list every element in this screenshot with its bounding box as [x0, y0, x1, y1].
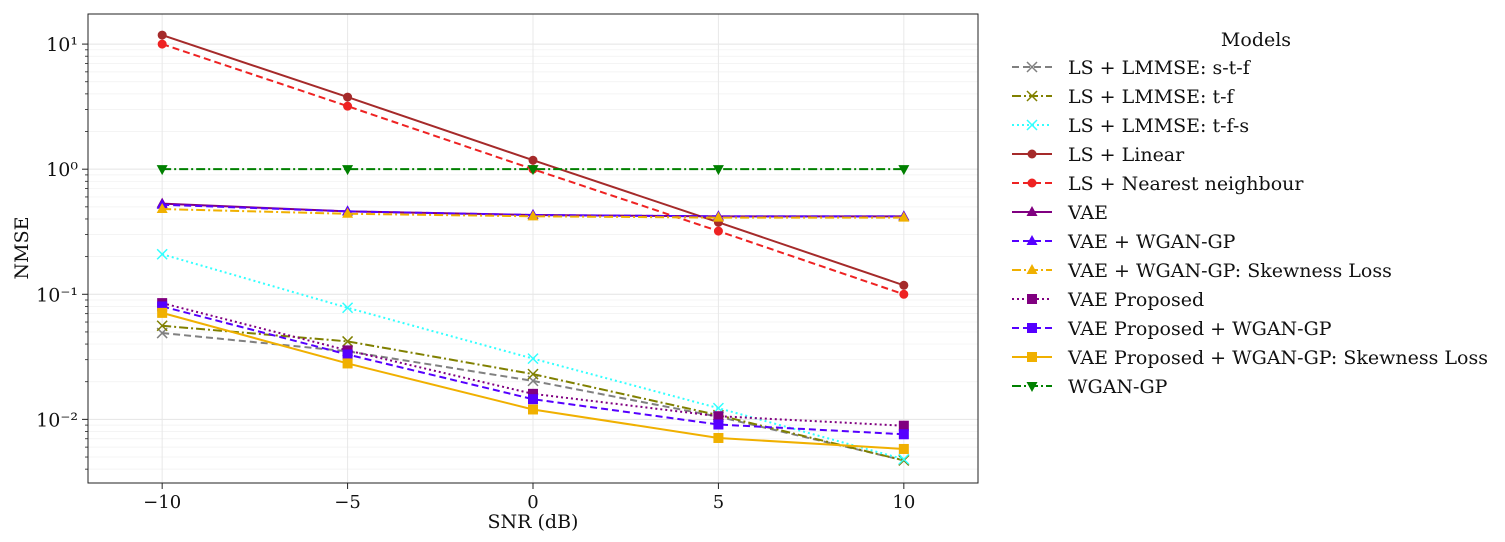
legend-item: VAE Proposed [1012, 289, 1204, 311]
triangle-up-marker [1026, 235, 1038, 245]
legend-label: VAE Proposed + WGAN-GP [1067, 318, 1332, 340]
legend-label: LS + Nearest neighbour [1068, 173, 1304, 195]
series-vae-wgan-gp-skewness-loss [156, 203, 910, 222]
legend-title: Models [1221, 29, 1291, 51]
series-line [162, 203, 904, 218]
square-marker [528, 388, 538, 399]
square-marker [342, 358, 353, 369]
y-tick-label: 10⁰ [46, 159, 78, 181]
x-marker [156, 320, 168, 332]
circle-marker [713, 226, 723, 236]
x-axis: −10 −5 0 5 10 [143, 483, 915, 513]
circle-marker [899, 280, 909, 290]
legend-item: LS + Linear [1012, 144, 1185, 166]
triangle-up-marker [898, 211, 910, 222]
y-tick-label: 10¹ [46, 34, 78, 56]
circle-marker [1027, 149, 1037, 159]
x-tick-label: 5 [713, 492, 724, 513]
circle-marker [157, 30, 167, 40]
x-tick-label: −10 [143, 492, 181, 513]
square-marker [528, 394, 538, 405]
square-marker [157, 307, 168, 318]
legend-item: LS + Nearest neighbour [1012, 173, 1304, 195]
triangle-up-marker [1026, 206, 1038, 216]
y-tick-label: 10⁻¹ [36, 284, 78, 306]
legend-label: VAE Proposed [1067, 289, 1204, 311]
x-tick-label: −5 [334, 492, 361, 513]
legend-item: WGAN-GP [1012, 376, 1168, 398]
x-axis-label: SNR (dB) [488, 511, 579, 533]
legend-label: LS + Linear [1068, 144, 1185, 166]
x-marker [342, 335, 354, 347]
series-wgan-gp [156, 165, 910, 176]
square-marker [528, 404, 538, 415]
circle-marker [343, 92, 353, 102]
triangle-down-marker [342, 165, 354, 176]
legend-item: LS + LMMSE: s-t-f [1012, 57, 1252, 79]
x-marker [527, 353, 539, 365]
triangle-up-marker [342, 207, 354, 218]
square-marker [1027, 352, 1037, 362]
circle-marker [157, 39, 167, 49]
square-marker [1027, 323, 1037, 333]
triangle-up-marker [712, 211, 724, 222]
legend-label: VAE Proposed + WGAN-GP: Skewness Loss [1067, 347, 1488, 369]
triangle-down-marker [712, 165, 724, 176]
square-marker [342, 349, 353, 360]
x-marker [342, 302, 354, 314]
x-marker [898, 454, 910, 466]
triangle-up-marker [527, 210, 539, 221]
series-vae-proposed-wgan-gp-skewness-loss [157, 307, 909, 454]
legend: Models LS + LMMSE: s-t-f LS + LMMSE: t-f L… [1012, 29, 1488, 398]
legend-item: LS + LMMSE: t-f-s [1012, 115, 1249, 137]
x-marker [1026, 90, 1038, 102]
legend-item: LS + LMMSE: t-f [1012, 86, 1236, 108]
square-marker [713, 419, 724, 430]
legend-label: WGAN-GP [1068, 376, 1168, 398]
y-axis: 10⁻² 10⁻¹ 10⁰ 10¹ [36, 34, 88, 470]
y-tick-label: 10⁻² [36, 409, 78, 431]
triangle-up-marker [156, 203, 168, 214]
triangle-down-marker [1026, 382, 1038, 392]
legend-label: VAE + WGAN-GP [1067, 231, 1236, 253]
x-marker [527, 368, 539, 380]
triangle-down-marker [527, 165, 539, 176]
x-marker [1026, 61, 1038, 73]
y-axis-label: NMSE [11, 217, 33, 280]
legend-label: VAE [1067, 202, 1108, 224]
legend-label: VAE + WGAN-GP: Skewness Loss [1067, 260, 1392, 282]
square-marker [1027, 294, 1037, 304]
x-tick-label: 10 [892, 492, 915, 513]
square-marker [898, 443, 909, 454]
x-marker [898, 453, 910, 465]
circle-marker [899, 289, 909, 299]
legend-label: LS + LMMSE: s-t-f [1068, 57, 1252, 79]
triangle-down-marker [156, 165, 168, 176]
circle-marker [1027, 178, 1037, 188]
square-marker [157, 301, 168, 312]
legend-label: LS + LMMSE: t-f [1068, 86, 1236, 108]
circle-marker [343, 101, 353, 111]
x-marker [1026, 119, 1038, 131]
x-marker [156, 248, 168, 260]
legend-item: VAE Proposed + WGAN-GP: Skewness Loss [1012, 347, 1488, 369]
circle-marker [528, 155, 538, 165]
legend-label: LS + LMMSE: t-f-s [1068, 115, 1249, 137]
triangle-down-marker [898, 165, 910, 176]
square-marker [898, 429, 909, 440]
series-vae-proposed-wgan-gp [157, 301, 909, 440]
square-marker [713, 432, 724, 443]
legend-item: VAE Proposed + WGAN-GP [1012, 318, 1332, 340]
legend-item: VAE [1012, 202, 1108, 224]
series-layer [156, 30, 910, 466]
square-marker [713, 411, 724, 422]
x-tick-label: 0 [527, 492, 538, 513]
series-line [161, 305, 904, 436]
legend-item: VAE + WGAN-GP: Skewness Loss [1012, 260, 1392, 282]
square-marker [898, 420, 909, 431]
legend-item: VAE + WGAN-GP [1012, 231, 1236, 253]
triangle-up-marker [1026, 264, 1038, 274]
